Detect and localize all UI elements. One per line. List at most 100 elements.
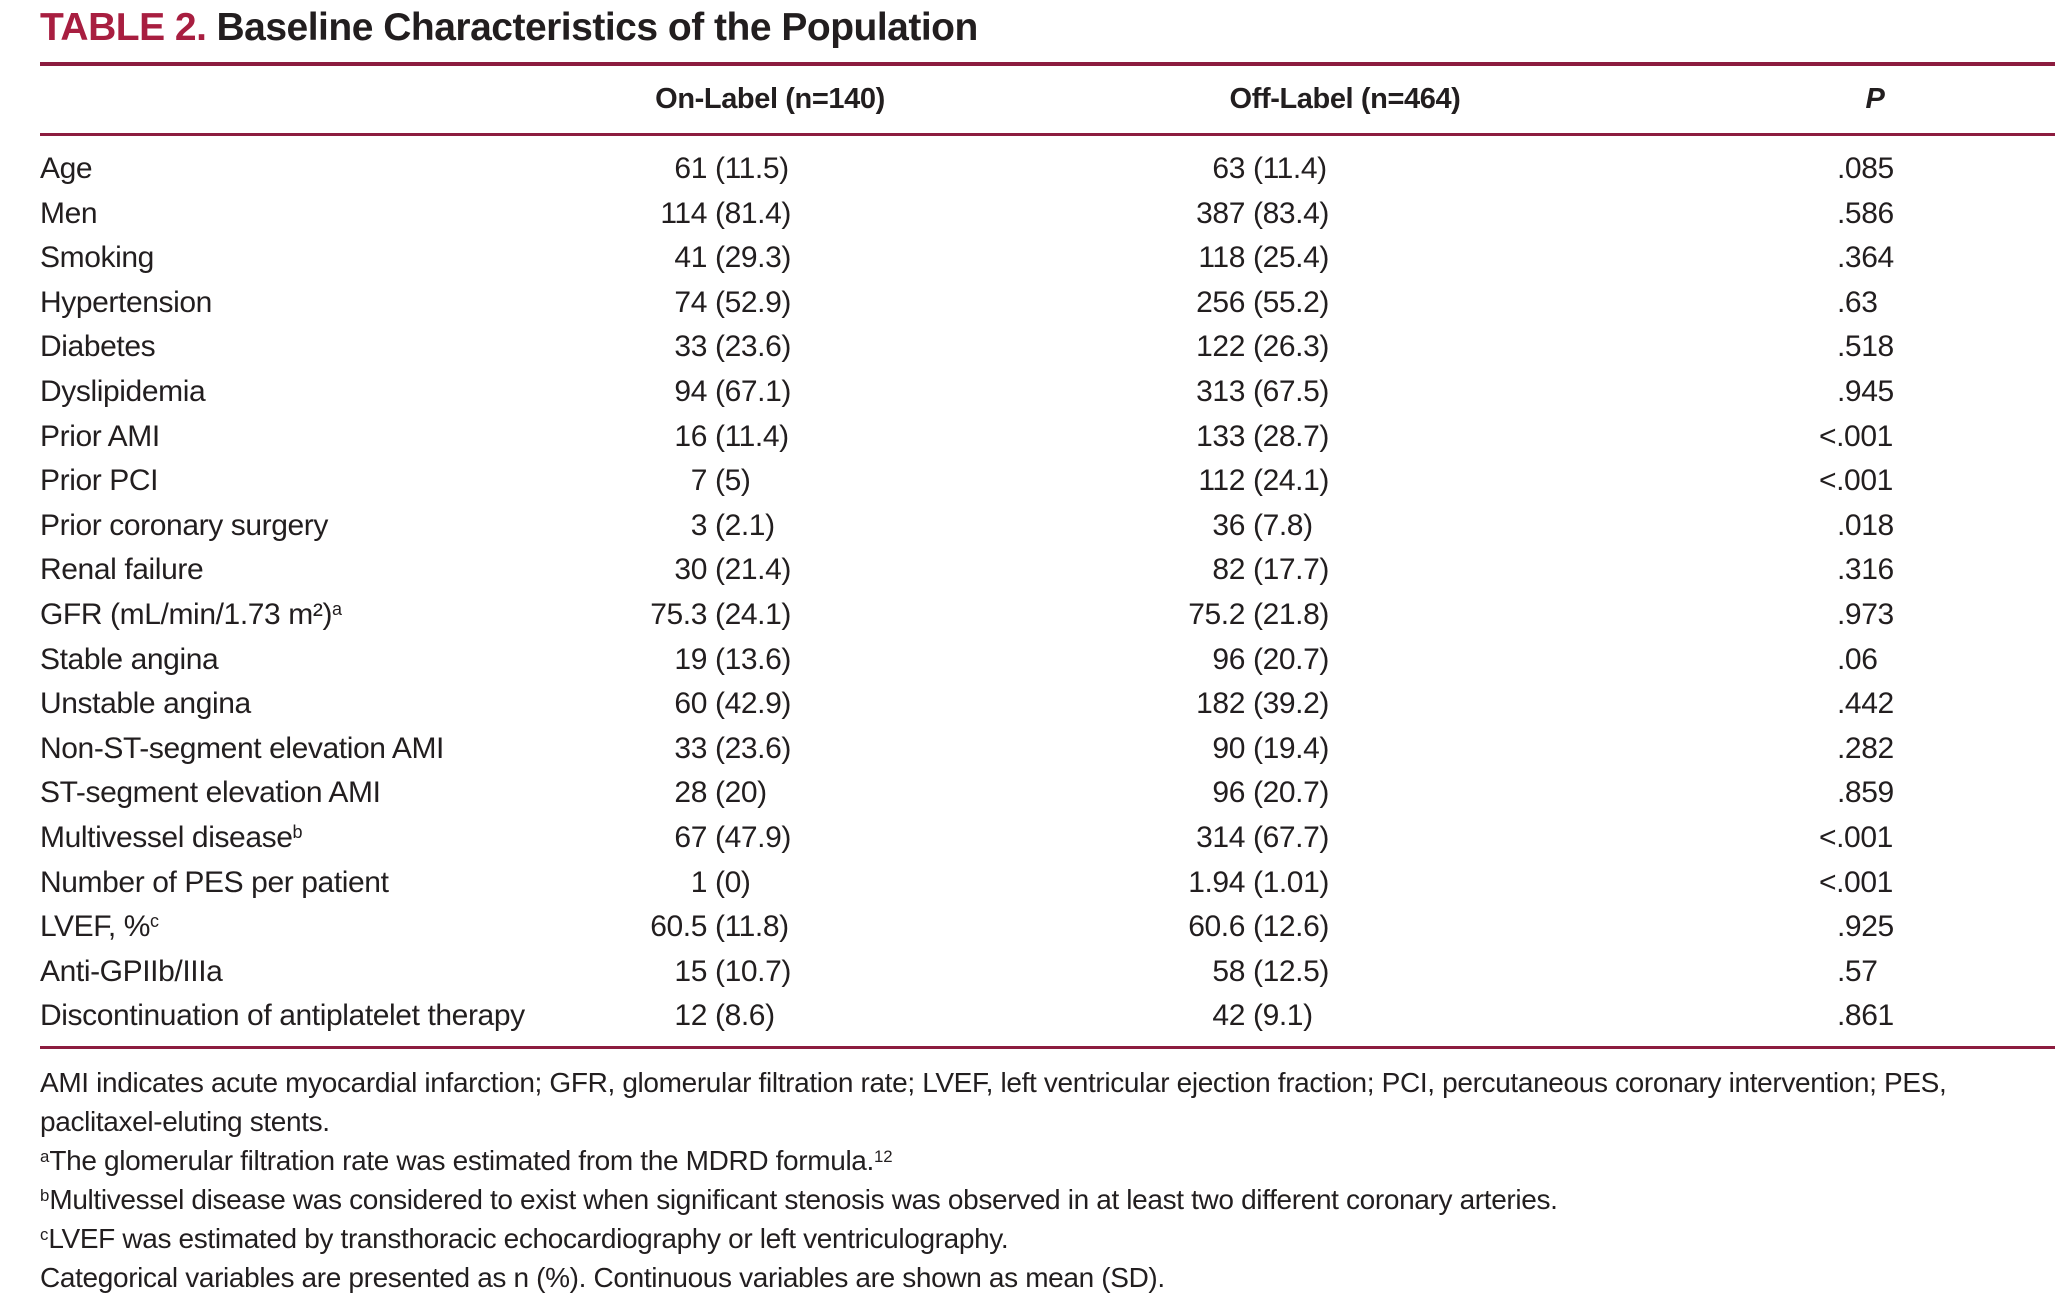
p-value: .06	[1837, 642, 1878, 676]
on-label-value: 61	[674, 152, 707, 185]
table-title: TABLE 2. Baseline Characteristics of the …	[40, 6, 978, 50]
off-label-sd: (25.4)	[1253, 241, 1329, 275]
table-caption: Baseline Characteristics of the Populati…	[216, 6, 978, 49]
p-value: .364	[1837, 241, 1894, 275]
on-label-value: 1	[690, 865, 708, 899]
row-label: Men	[40, 196, 98, 230]
p-value: .57	[1837, 954, 1878, 988]
off-label-value: 256	[1196, 285, 1245, 319]
on-label-value: 28	[674, 776, 707, 810]
table-row: Non-ST-segment elevation AMI 33 (23.6) 90 (1…	[40, 727, 2055, 772]
p-value: <.001	[1819, 419, 1893, 453]
off-label-sd: (19.4)	[1253, 731, 1329, 765]
off-label-sd: (39.2)	[1253, 687, 1329, 721]
off-label-value: 75.2	[1188, 597, 1245, 631]
off-label-value: 42	[1212, 999, 1245, 1033]
off-label-value: 82	[1212, 553, 1245, 587]
off-label-value: 1.94	[1188, 865, 1245, 899]
p-value: .925	[1837, 910, 1894, 944]
table-row: ST-segment elevation AMI 28 (20) 96 (20.7) .8…	[40, 771, 2055, 816]
off-label-value: 60.6	[1188, 910, 1245, 944]
divider-top	[40, 62, 2055, 66]
off-label-sd: (12.6)	[1253, 910, 1329, 944]
off-label-sd: (1.01)	[1253, 865, 1329, 899]
row-label: Discontinuation of antiplatelet therapy	[40, 999, 525, 1033]
off-label-sd: (28.7)	[1253, 419, 1329, 453]
on-label-sd: (47.9)	[715, 820, 791, 854]
p-value: .973	[1837, 597, 1894, 631]
off-label-value: 96	[1212, 776, 1245, 810]
row-label: Hypertension	[40, 285, 212, 319]
p-value: <.001	[1819, 820, 1893, 854]
table-row: GFR (mL/min/1.73 m²)a 75.3 (24.1) 75.2 (21.8…	[40, 593, 2055, 638]
table-row: Smoking 41 (29.3) 118 (25.4) .364	[40, 236, 2055, 281]
off-label-value: 63	[1212, 152, 1245, 185]
off-label-sd: (20.7)	[1253, 776, 1329, 810]
off-label-sd: (7.8)	[1253, 508, 1313, 542]
on-label-value: 12	[674, 999, 707, 1033]
row-label: Dyslipidemia	[40, 374, 206, 408]
off-label-value: 58	[1212, 954, 1245, 988]
footnote-line: paclitaxel-eluting stents.	[40, 1102, 2055, 1141]
off-label-value: 118	[1198, 241, 1245, 275]
off-label-value: 314	[1196, 820, 1245, 854]
p-value: .018	[1837, 508, 1894, 542]
footnote-text: LVEF was estimated by transthoracic echo…	[48, 1223, 1009, 1254]
table-row: Hypertension 74 (52.9) 256 (55.2) .63	[40, 281, 2055, 326]
row-label: Non-ST-segment elevation AMI	[40, 731, 444, 765]
table-row: Renal failure 30 (21.4) 82 (17.7) .316	[40, 548, 2055, 593]
on-label-sd: (11.4)	[715, 419, 789, 453]
off-label-sd: (20.7)	[1253, 642, 1329, 676]
p-value: .085	[1837, 152, 1894, 185]
off-label-value: 96	[1212, 642, 1245, 676]
on-label-sd: (23.6)	[715, 731, 791, 765]
row-label: Prior PCI	[40, 464, 159, 498]
row-label: GFR (mL/min/1.73 m²)a	[40, 597, 343, 631]
row-label: Number of PES per patient	[40, 865, 389, 899]
row-label: Diabetes	[40, 330, 156, 364]
off-label-value: 387	[1196, 196, 1245, 230]
column-header-off-label: Off-Label (n=464)	[1229, 83, 1461, 115]
p-value: .861	[1837, 999, 1894, 1033]
on-label-sd: (20)	[715, 776, 767, 810]
on-label-sd: (81.4)	[715, 196, 791, 230]
footnote-marker: a	[40, 1146, 50, 1166]
off-label-sd: (55.2)	[1253, 285, 1329, 319]
off-label-sd: (11.4)	[1253, 152, 1327, 185]
p-value: .63	[1837, 285, 1878, 319]
table-row: Prior coronary surgery 3 (2.1) 36 (7.8) .018	[40, 504, 2055, 549]
row-label: ST-segment elevation AMI	[40, 776, 381, 810]
table-row: Age 61 (11.5) 63 (11.4) .085	[40, 147, 2055, 192]
on-label-value: 60	[674, 687, 707, 721]
on-label-value: 41	[674, 241, 707, 275]
column-header-p-value: P	[1865, 83, 1885, 115]
on-label-value: 75.3	[650, 597, 707, 631]
row-label-footnote-marker: a	[332, 599, 343, 620]
table-row: Men 114 (81.4) 387 (83.4) .586	[40, 192, 2055, 237]
p-value: .945	[1837, 374, 1894, 408]
footnote-line: bMultivessel disease was considered to e…	[40, 1180, 2055, 1219]
on-label-value: 67	[674, 820, 707, 854]
table-body: Age 61 (11.5) 63 (11.4) .085 Men 114 (81.4) 387 (8…	[40, 147, 2055, 1039]
table-row: Dyslipidemia 94 (67.1) 313 (67.5) .945	[40, 370, 2055, 415]
on-label-sd: (42.9)	[715, 687, 791, 721]
row-label: Age	[40, 152, 93, 185]
off-label-value: 112	[1198, 464, 1245, 498]
row-label: Unstable angina	[40, 687, 251, 721]
footnote-text: Multivessel disease was considered to ex…	[49, 1184, 1558, 1215]
footnote-text: The glomerular filtration rate was estim…	[49, 1145, 874, 1176]
on-label-value: 33	[674, 731, 707, 765]
on-label-value: 60.5	[650, 910, 707, 944]
on-label-sd: (29.3)	[715, 241, 791, 275]
footnote-line: AMI indicates acute myocardial infarctio…	[40, 1063, 2055, 1102]
on-label-value: 33	[674, 330, 707, 364]
divider-header	[40, 133, 2055, 136]
footnote-line: cLVEF was estimated by transthoracic ech…	[40, 1219, 2055, 1258]
column-header-on-label: On-Label (n=140)	[655, 83, 885, 115]
off-label-sd: (17.7)	[1253, 553, 1329, 587]
off-label-value: 90	[1212, 731, 1245, 765]
on-label-sd: (10.7)	[715, 954, 791, 988]
on-label-value: 7	[690, 464, 708, 498]
table-row: Anti-GPIIb/IIIa 15 (10.7) 58 (12.5) .57	[40, 950, 2055, 995]
p-value: <.001	[1819, 464, 1893, 498]
